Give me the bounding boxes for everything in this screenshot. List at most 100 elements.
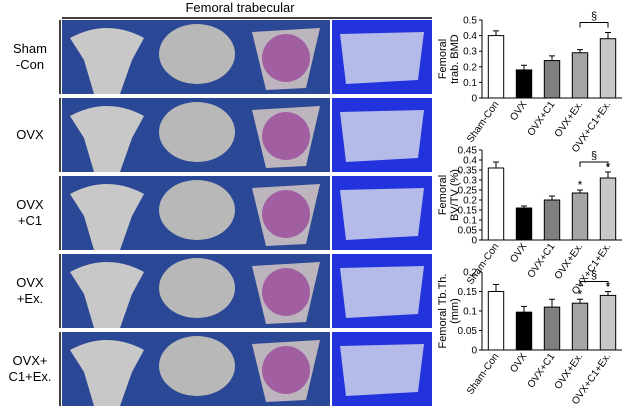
- x-tick-label: Sham-Con: [465, 241, 501, 286]
- significance-mark: *: [578, 178, 583, 192]
- y-tick-label: 0.15: [458, 206, 478, 217]
- trabecular-region: [262, 268, 310, 316]
- trabecular-region: [262, 346, 310, 394]
- trabecular-region: [262, 190, 310, 238]
- trabecular-region: [262, 112, 310, 160]
- significance-bracket: [579, 281, 609, 287]
- y-tick-label: 0.05: [458, 226, 478, 237]
- x-tick-label: Sham-Con: [465, 351, 501, 396]
- y-tick-label: 0.4: [463, 156, 477, 167]
- bar: [571, 302, 589, 351]
- bone-shape: [70, 28, 144, 94]
- bar: [543, 60, 561, 99]
- bar: [543, 199, 561, 241]
- x-tick-label: OVX: [508, 351, 529, 375]
- bone-section: [159, 24, 235, 84]
- bar: [543, 306, 561, 351]
- y-tick-label: 0.2: [463, 268, 477, 279]
- y-tick-label: 0.3: [463, 176, 477, 187]
- y-axis-label: BV/TV (%): [449, 169, 461, 221]
- row-label: +Ex.: [17, 291, 43, 306]
- y-tick-label: 0.25: [458, 186, 478, 197]
- row-label: Sham: [13, 41, 47, 56]
- row-label: OVX+: [12, 353, 47, 368]
- x-tick-label: Sham-Con: [465, 99, 501, 144]
- trabecular-volume: [340, 32, 424, 84]
- error-bar: [521, 305, 527, 313]
- bone-shape: [70, 106, 144, 172]
- x-tick-label: OVX: [508, 99, 529, 123]
- error-bar: [577, 189, 583, 193]
- trabecular-region: [262, 34, 310, 82]
- bracket-label: §: [591, 150, 597, 162]
- trabecular-volume: [340, 344, 424, 396]
- row-label: C1+Ex.: [9, 369, 52, 384]
- y-tick-label: 0.5: [463, 16, 477, 27]
- error-bar: [521, 64, 527, 70]
- y-axis-label: Femoral: [437, 39, 449, 79]
- bar: [599, 294, 617, 351]
- significance-bracket: [579, 21, 609, 28]
- y-tick-label: 0.15: [458, 287, 478, 298]
- row-label: OVX: [16, 127, 44, 142]
- error-bar: [605, 31, 611, 39]
- significance-bracket: [579, 161, 609, 167]
- row-label: -Con: [16, 57, 44, 72]
- error-bar: [549, 195, 555, 200]
- y-tick-label: 0.1: [463, 307, 477, 318]
- bar: [599, 177, 617, 241]
- y-tick-label: 0.05: [458, 326, 478, 337]
- y-tick-label: 0.4: [463, 31, 477, 42]
- x-tick-label: OVX: [508, 241, 529, 265]
- bar: [515, 207, 533, 241]
- bone-shape: [70, 262, 144, 328]
- error-bar: [577, 49, 583, 53]
- y-tick-label: 0: [471, 94, 477, 105]
- bar: [487, 291, 505, 351]
- y-tick-label: 0.3: [463, 47, 477, 58]
- trabecular-volume: [340, 188, 424, 240]
- bar: [515, 311, 533, 351]
- y-tick-label: 0.2: [463, 196, 477, 207]
- y-tick-label: 0.1: [463, 78, 477, 89]
- row-label: +C1: [18, 213, 42, 228]
- bar: [487, 35, 505, 99]
- trabecular-volume: [340, 266, 424, 318]
- y-tick-label: 0.35: [458, 166, 478, 177]
- error-bar: [577, 298, 583, 304]
- bar: [599, 38, 617, 99]
- image-panels: [62, 20, 432, 406]
- y-axis-label: Femoral Tb.Th.: [437, 274, 449, 349]
- y-axis-label: trab. BMD: [449, 34, 461, 84]
- bar: [571, 192, 589, 241]
- bone-section: [159, 336, 235, 396]
- y-tick-label: 0: [471, 236, 477, 247]
- bar: [571, 52, 589, 99]
- y-tick-label: 0.1: [463, 216, 477, 227]
- bone-shape: [70, 340, 144, 406]
- bar: [487, 167, 505, 241]
- bone-section: [159, 258, 235, 318]
- trabecular-volume: [340, 110, 424, 162]
- bracket-label: §: [591, 10, 597, 22]
- y-axis-label: Femoral: [437, 175, 449, 215]
- error-bar: [493, 30, 499, 36]
- error-bar: [493, 161, 499, 168]
- significance-mark: *: [578, 287, 583, 301]
- error-bar: [521, 205, 527, 208]
- y-tick-label: 0.2: [463, 62, 477, 73]
- y-tick-label: 0: [471, 346, 477, 357]
- y-tick-label: 0.45: [458, 146, 478, 157]
- y-axis-label: (mm): [449, 298, 461, 324]
- bone-section: [159, 102, 235, 162]
- row-label: OVX: [16, 275, 44, 290]
- error-bar: [605, 291, 611, 296]
- error-bar: [493, 283, 499, 292]
- bar: [515, 69, 533, 99]
- error-bar: [549, 55, 555, 61]
- bone-section: [159, 180, 235, 240]
- figure-title: Femoral trabecular: [185, 0, 295, 15]
- row-label: OVX: [16, 197, 44, 212]
- bracket-label: §: [591, 270, 597, 282]
